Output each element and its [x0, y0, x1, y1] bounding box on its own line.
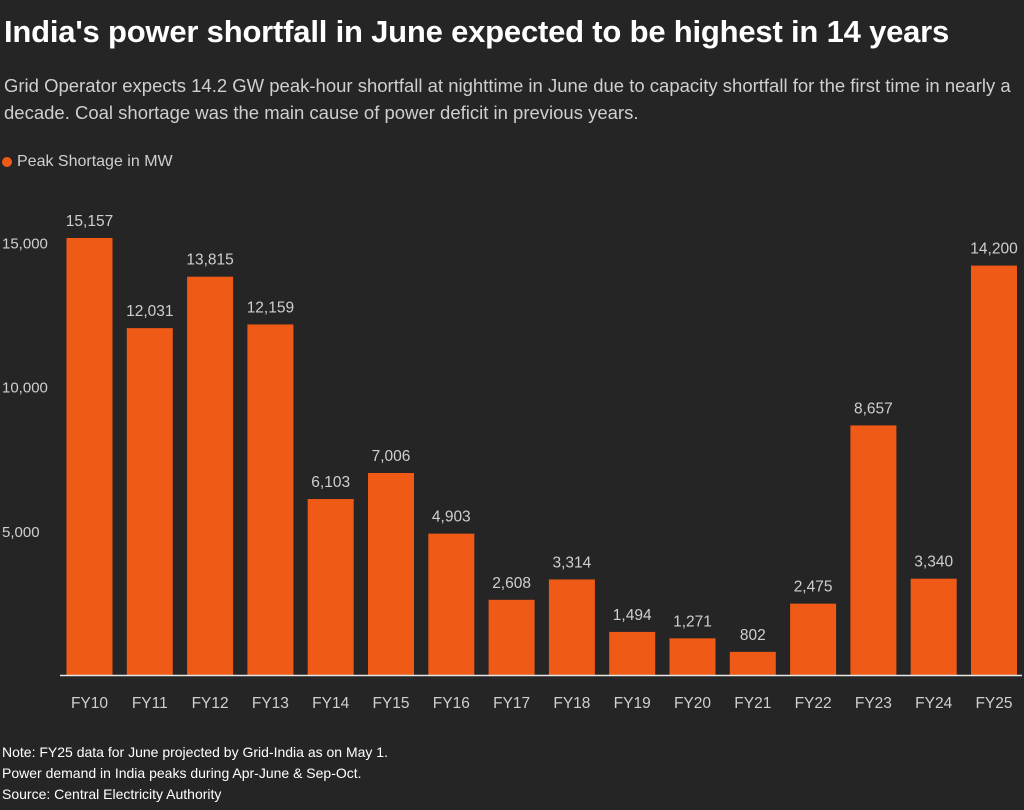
- note-line-2: Power demand in India peaks during Apr-J…: [2, 765, 362, 781]
- y-tick-label: 5,000: [2, 524, 40, 541]
- bar: [971, 265, 1017, 675]
- bar: [609, 631, 656, 675]
- bar: [126, 328, 173, 675]
- data-label: 2,475: [794, 579, 833, 596]
- x-tick-label: FY24: [915, 695, 952, 712]
- data-label: 4,903: [432, 509, 471, 526]
- data-label: 15,157: [66, 213, 113, 230]
- data-label: 13,815: [186, 252, 233, 269]
- data-label: 802: [740, 627, 766, 644]
- y-tick-label: 10,000: [2, 380, 48, 397]
- bar: [729, 651, 776, 675]
- bar: [488, 599, 535, 675]
- bar: [187, 276, 234, 675]
- data-label: 6,103: [311, 474, 350, 491]
- y-tick-label: 15,000: [2, 236, 48, 253]
- x-tick-label: FY19: [614, 695, 651, 712]
- legend: Peak Shortage in MW: [2, 153, 173, 171]
- bar: [247, 324, 294, 675]
- chart-title: India's power shortfall in June expected…: [4, 14, 950, 49]
- x-tick-label: FY17: [493, 695, 530, 712]
- x-tick-label: FY20: [674, 695, 711, 712]
- bar: [910, 578, 957, 675]
- x-tick-label: FY13: [252, 695, 289, 712]
- x-tick-label: FY15: [372, 695, 409, 712]
- bar: [307, 499, 354, 675]
- circle-icon: [2, 157, 12, 167]
- data-label: 1,494: [613, 607, 652, 624]
- x-tick-label: FY11: [132, 695, 168, 712]
- x-tick-label: FY14: [312, 695, 349, 712]
- x-tick-label: FY25: [975, 695, 1012, 712]
- x-tick-label: FY16: [433, 695, 470, 712]
- x-tick-label: FY12: [192, 695, 229, 712]
- data-label: 3,314: [553, 554, 592, 571]
- chart-subtitle: Grid Operator expects 14.2 GW peak-hour …: [4, 75, 1011, 123]
- x-tick-label: FY23: [855, 695, 892, 712]
- data-label: 14,200: [970, 241, 1018, 258]
- bar: [790, 603, 837, 675]
- bar: [368, 473, 414, 675]
- bar: [548, 579, 595, 675]
- legend-label: Peak Shortage in MW: [17, 153, 173, 170]
- bar: [669, 638, 716, 675]
- data-label: 12,159: [247, 299, 294, 316]
- source-line: Source: Central Electricity Authority: [2, 786, 222, 802]
- x-tick-label: FY10: [71, 695, 108, 712]
- data-label: 3,340: [914, 554, 953, 571]
- x-tick-label: FY18: [553, 695, 590, 712]
- data-label: 8,657: [854, 400, 893, 417]
- data-label: 2,608: [492, 575, 531, 592]
- bar: [428, 533, 475, 675]
- chart-notes: Note: FY25 data for June projected by Gr…: [2, 742, 388, 805]
- x-tick-label: FY21: [734, 695, 771, 712]
- note-line-1: Note: FY25 data for June projected by Gr…: [2, 744, 388, 760]
- x-tick-label: FY22: [795, 695, 832, 712]
- data-label: 1,271: [673, 613, 712, 630]
- data-label: 12,031: [126, 303, 173, 320]
- data-label: 7,006: [372, 448, 411, 465]
- bar: [850, 425, 897, 675]
- bar: [66, 238, 113, 675]
